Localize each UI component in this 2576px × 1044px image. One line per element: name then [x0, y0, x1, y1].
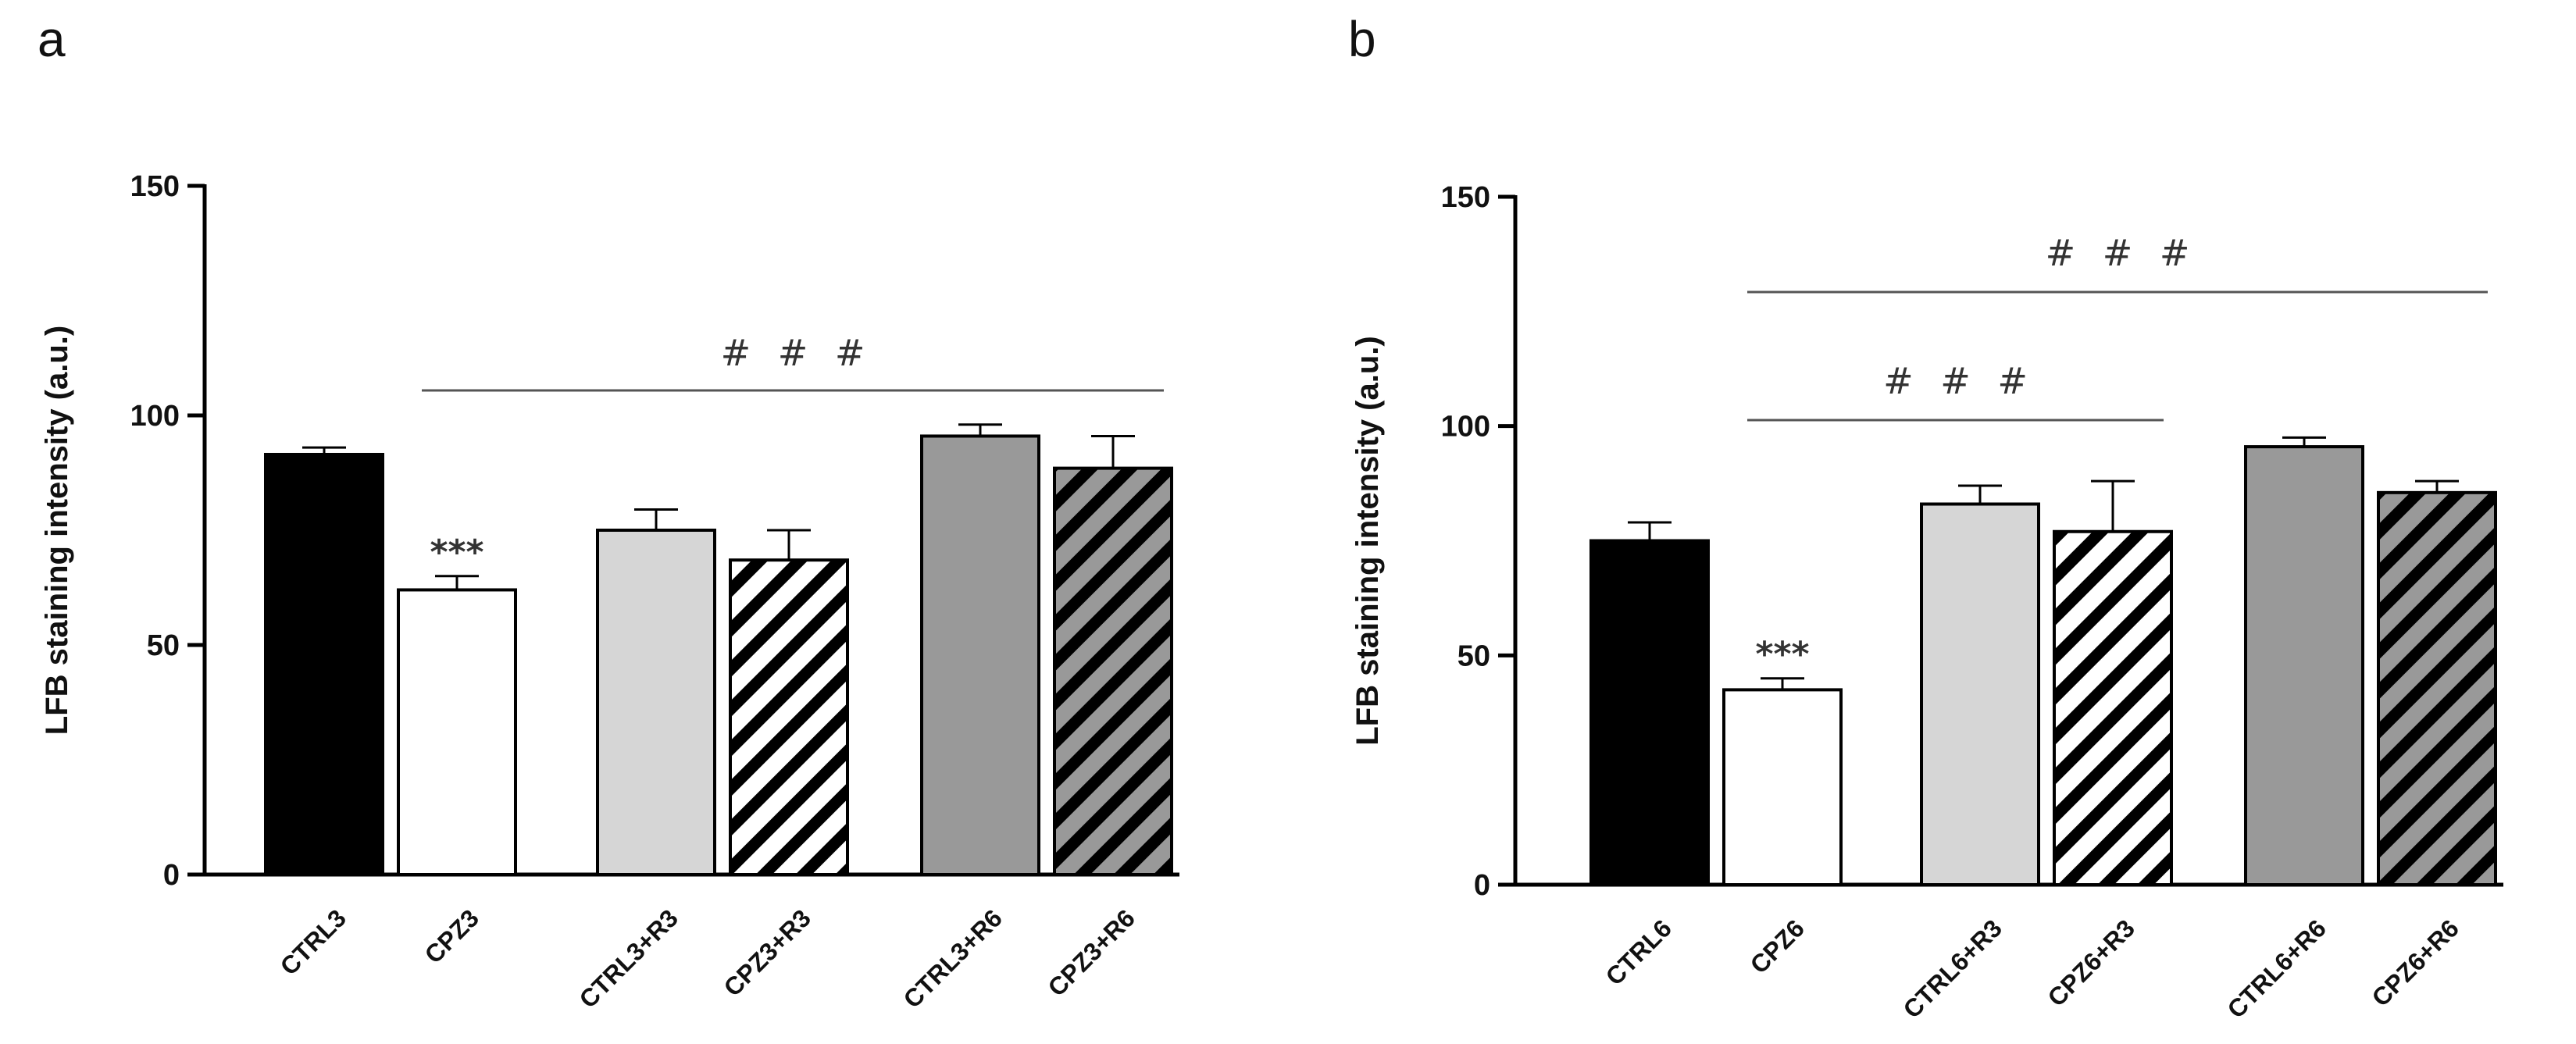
x-tick-label: CPZ3: [419, 903, 484, 968]
bar-ctrl3: [264, 452, 384, 876]
y-axis-label: LFB staining intensity (a.u.): [40, 326, 74, 735]
significance-stars: ***: [430, 533, 483, 572]
panel-b: b 0 50 100 150 LFB staining intensity (a.u.) C…: [1348, 11, 2503, 1024]
x-tick-label: CTRL6+R6: [2221, 914, 2332, 1024]
bar-cpz6-plus-r3: [2053, 529, 2173, 887]
bar-ctrl3-plus-r6: [920, 434, 1040, 876]
bar-ctrl3-plus-r3: [596, 529, 716, 876]
bar-cpz3: [397, 588, 517, 876]
x-tick-label: CTRL3: [275, 903, 351, 980]
y-tick-label: 50: [147, 629, 180, 662]
comparison-label: # # #: [721, 332, 873, 374]
panel-letter: a: [37, 11, 66, 67]
bar-cpz3-plus-r6: [1053, 466, 1173, 876]
y-tick-label: 0: [1474, 869, 1490, 902]
x-tick-label: CTRL6: [1600, 914, 1677, 990]
y-tick-label: 0: [163, 859, 180, 892]
comparison-label: # # #: [1883, 360, 2035, 402]
y-tick-label: 150: [130, 170, 180, 203]
panel-a: a 0 50 100 150 LFB staining intensity (a.u.) C…: [37, 11, 1179, 1014]
y-tick-label: 150: [1441, 181, 1490, 214]
bar-cpz3-plus-r3: [729, 558, 849, 876]
comparison-label: # # #: [2046, 232, 2198, 274]
x-tick-label: CTRL3+R3: [573, 903, 683, 1014]
bar-ctrl6: [1589, 539, 1710, 886]
y-axis-label: LFB staining intensity (a.u.): [1350, 336, 1385, 745]
y-tick-label: 100: [130, 400, 180, 433]
bar-cpz6: [1722, 688, 1843, 887]
bar-cpz6-plus-r6: [2377, 490, 2497, 887]
x-tick-label: CPZ3+R6: [1043, 903, 1140, 1001]
x-tick-label: CTRL6+R3: [1897, 914, 2007, 1024]
x-tick-label: CPZ3+R3: [719, 903, 816, 1001]
y-tick-label: 50: [1457, 640, 1490, 672]
bar-ctrl6-plus-r3: [1920, 502, 2040, 886]
x-tick-label: CPZ6: [1745, 914, 1810, 978]
significance-stars: ***: [1755, 635, 1809, 675]
y-tick-label: 100: [1441, 411, 1490, 444]
panel-letter: b: [1348, 11, 1376, 67]
x-tick-label: CPZ6+R3: [2043, 914, 2140, 1011]
x-tick-label: CTRL3+R6: [897, 903, 1008, 1014]
x-tick-label: CPZ6+R6: [2367, 914, 2464, 1011]
bar-ctrl6-plus-r6: [2244, 445, 2364, 886]
